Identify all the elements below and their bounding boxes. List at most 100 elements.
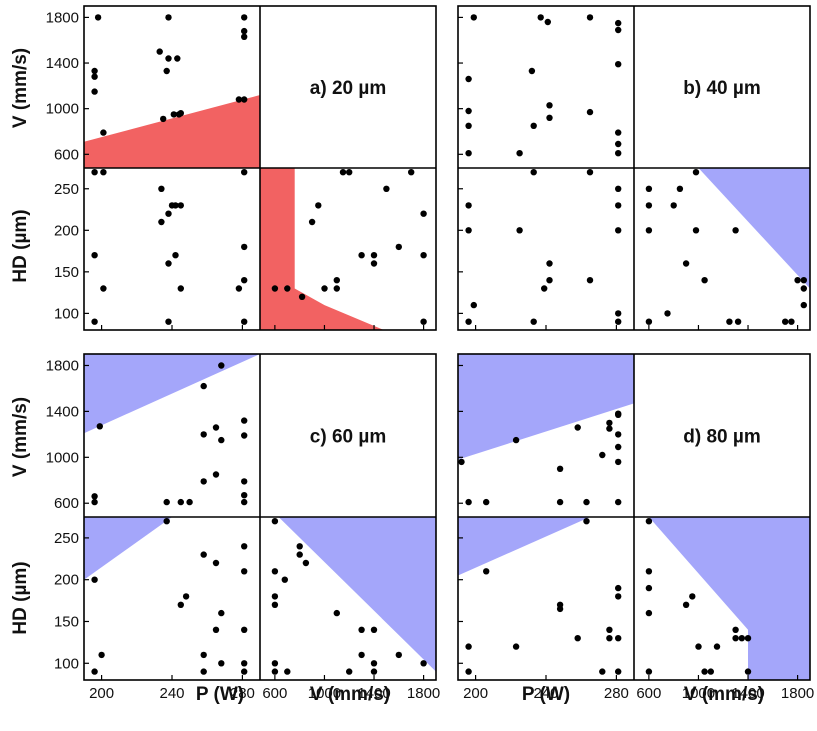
panel-a: a) 20 µm 600 1000 1400 1800 100 150 200 250	[46, 5, 437, 331]
data-point-b-v-hd	[794, 277, 801, 284]
x-tick-label: 1000	[308, 685, 341, 702]
data-point-b-p-v	[465, 75, 472, 83]
data-point-a-p-hd	[177, 285, 184, 292]
data-point-d-p-hd	[483, 568, 490, 575]
data-point-d-p-v	[599, 451, 606, 459]
data-point-c-v-hd	[302, 559, 310, 567]
data-point-c-p-hd	[241, 543, 248, 550]
data-point-d-p-hd	[606, 626, 613, 633]
data-point-d-v-hd	[707, 668, 714, 675]
data-point-d-p-v	[556, 465, 564, 472]
x-tick-label: 600	[636, 685, 661, 702]
y-tick-label: 1000	[46, 449, 79, 466]
data-point-b-v-hd	[726, 318, 733, 325]
data-point-a-v-hd	[383, 185, 390, 192]
x-tick-label: 1400	[731, 685, 764, 702]
data-point-b-p-hd	[530, 169, 537, 176]
data-point-c-p-v	[241, 432, 248, 439]
y-tick-label: 100	[54, 655, 79, 672]
data-point-a-p-hd	[235, 285, 243, 292]
data-point-c-p-hd	[91, 576, 98, 583]
data-point-b-p-hd	[615, 185, 622, 192]
data-point-d-p-hd	[583, 518, 590, 525]
data-point-d-p-hd	[615, 593, 622, 600]
panel-label-a: a) 20 µm	[310, 78, 386, 99]
data-point-d-v-hd	[682, 601, 690, 608]
data-point-b-p-v	[530, 122, 537, 129]
panel-d: d) 80 µm 200 240 280 600 1000 1400 1800	[457, 353, 814, 702]
x-tick-label: 600	[262, 685, 287, 702]
data-point-c-v-hd	[271, 568, 279, 575]
data-point-c-p-hd	[218, 660, 225, 667]
data-point-d-v-hd	[645, 668, 653, 675]
data-point-d-p-hd	[574, 635, 581, 642]
y-axis-label-hd-top: HD (µm)	[10, 209, 31, 282]
data-point-d-p-hd	[599, 668, 606, 675]
x-tick-label: 280	[230, 685, 255, 702]
data-point-b-p-v	[615, 60, 622, 68]
shaded-region-a-v-hd	[260, 168, 384, 330]
data-point-a-p-v	[91, 73, 98, 80]
data-point-a-p-hd	[241, 169, 248, 176]
data-point-a-v-hd	[420, 210, 427, 217]
data-point-c-v-hd	[420, 660, 427, 667]
shaded-region-a-p-v	[84, 95, 260, 168]
data-point-d-p-v	[574, 424, 581, 431]
data-point-a-p-hd	[165, 318, 172, 325]
data-point-c-v-hd	[296, 543, 303, 550]
data-point-a-p-hd	[100, 285, 107, 292]
data-point-a-v-hd	[346, 169, 353, 176]
data-point-b-v-hd	[800, 301, 807, 309]
data-point-b-v-hd	[645, 202, 653, 209]
y-tick-label: 1400	[46, 55, 79, 72]
data-point-a-p-hd	[172, 202, 179, 209]
x-tick-label: 240	[533, 685, 558, 702]
data-point-a-p-hd	[241, 243, 248, 251]
data-point-d-v-hd	[744, 668, 752, 675]
shaded-region-b-v-hd	[698, 168, 810, 289]
data-point-a-v-hd	[315, 202, 322, 209]
x-tick-label: 280	[604, 685, 629, 702]
data-point-d-p-v	[465, 498, 472, 506]
data-point-d-p-v	[615, 443, 622, 451]
data-point-c-p-hd	[91, 668, 98, 675]
data-point-a-v-hd	[395, 243, 402, 251]
data-point-d-p-hd	[615, 635, 622, 642]
data-point-a-p-hd	[172, 252, 179, 259]
data-point-c-v-hd	[271, 668, 279, 675]
data-point-a-p-v	[177, 110, 184, 117]
data-point-c-p-hd	[177, 601, 184, 608]
data-point-c-v-hd	[358, 626, 365, 633]
data-point-b-v-hd	[670, 202, 677, 209]
data-point-b-p-v	[615, 129, 622, 136]
data-point-a-p-v	[156, 48, 163, 55]
data-point-a-p-v	[170, 111, 177, 118]
panel-label-b: b) 40 µm	[683, 78, 760, 99]
data-point-b-v-hd	[664, 310, 671, 317]
data-point-b-v-hd	[782, 318, 789, 325]
data-point-b-p-hd	[465, 202, 472, 209]
y-tick-label: 150	[54, 613, 79, 630]
data-point-b-p-v	[586, 14, 594, 21]
data-point-d-p-v	[556, 498, 564, 506]
data-point-a-p-v	[91, 67, 98, 75]
data-point-d-p-v	[615, 458, 622, 466]
data-point-d-p-v	[606, 419, 613, 427]
y-tick-label: 200	[54, 572, 79, 589]
data-point-a-v-hd	[308, 218, 316, 226]
y-tick-label: 250	[54, 530, 79, 547]
x-axis-label-p-right: P (W)	[522, 684, 570, 705]
y-axis-label-v-top: V (mm/s)	[10, 48, 31, 128]
data-point-d-p-v	[583, 498, 590, 506]
data-point-c-p-hd	[182, 593, 190, 600]
y-axis-label-v-bottom: V (mm/s)	[10, 397, 31, 477]
panel-b: b) 40 µm	[457, 5, 811, 331]
x-axis-label-v-right: V (mm/s)	[684, 684, 764, 705]
data-point-d-p-v	[512, 436, 520, 444]
data-point-a-p-hd	[241, 318, 248, 325]
panel-c: c) 60 µm 600 1000 1400 1800 100 150 200 250 200 24…	[46, 353, 440, 702]
y-tick-label: 1800	[46, 357, 79, 374]
shaded-region-d-p-hd	[458, 517, 590, 576]
data-point-a-p-hd	[165, 210, 172, 217]
data-point-b-p-hd	[586, 277, 594, 284]
